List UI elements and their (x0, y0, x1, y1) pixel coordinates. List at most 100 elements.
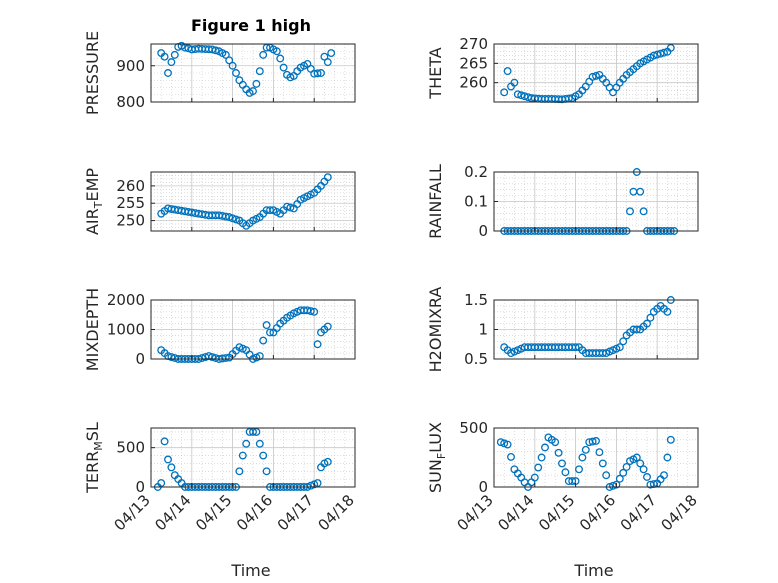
data-point-fill (527, 478, 536, 487)
panel-6: 0.5 1 1.5 H2OMIXRA (426, 287, 699, 373)
data-point (598, 459, 607, 468)
panel-1: 800 900 PRESSURE (83, 31, 356, 115)
data-point (323, 173, 332, 182)
data-point-fill (242, 439, 251, 448)
x-tick-label: 04/16 (233, 491, 276, 534)
axes-box (150, 171, 356, 232)
y-tick-label: 260 (459, 74, 488, 92)
data-point-fill (235, 467, 244, 476)
data-point (588, 72, 597, 81)
x-axis-label-right: Time (573, 561, 613, 580)
data-point (167, 58, 176, 67)
data-point-fill (238, 80, 247, 89)
data-point (666, 43, 675, 52)
data-point-fill (554, 448, 563, 457)
data-point-fill (660, 48, 668, 57)
data-point (510, 78, 519, 87)
panel-5: 0 1000 2000 MIXDEPTH (83, 288, 356, 371)
data-point-fill (615, 474, 624, 483)
data-point (323, 58, 332, 67)
data-point (170, 50, 179, 59)
data-point-fill (306, 307, 315, 316)
y-axis-label: H2OMIXRA (426, 287, 445, 373)
x-tick-label: 04/16 (576, 491, 619, 534)
y-tick-label: 800 (116, 93, 145, 111)
data-point-fill (167, 353, 176, 361)
data-point (249, 87, 257, 96)
data-point (619, 468, 628, 477)
figure-title: Figure 1 high (191, 16, 311, 35)
data-point-fill (211, 46, 220, 55)
data-point (238, 451, 247, 460)
data-point (496, 438, 505, 447)
data-point-fill (313, 69, 322, 78)
y-tick-label: 1.5 (464, 291, 488, 309)
axes-box (493, 43, 699, 103)
data-point (551, 438, 560, 447)
data-point-fill (232, 69, 240, 77)
data-point (313, 340, 322, 349)
data-point-fill (286, 203, 295, 212)
data-point-fill (588, 437, 597, 446)
x-tick-label: 04/15 (192, 491, 235, 534)
data-point-fill (255, 439, 264, 448)
y-tick-label: 1 (478, 321, 488, 339)
data-point-fill (534, 463, 543, 472)
axes-box (150, 43, 356, 103)
data-point (255, 67, 264, 76)
data-point (663, 307, 672, 316)
data-point (164, 455, 172, 464)
data-point-fill (575, 465, 583, 474)
y-axis-label: PRESSURE (83, 31, 102, 115)
data-point (500, 88, 509, 97)
data-point (323, 457, 332, 466)
data-point (228, 61, 237, 70)
data-point-fill (517, 91, 526, 100)
data-point (578, 453, 587, 462)
data-point (276, 54, 285, 63)
data-point (221, 50, 230, 59)
y-tick-label: 0.2 (464, 163, 488, 181)
data-point-fill (561, 468, 570, 477)
x-tick-label: 04/15 (535, 491, 578, 534)
data-point-fill (639, 207, 648, 216)
data-point-fill (571, 343, 580, 352)
data-point-fill (208, 353, 217, 361)
data-point-fill (221, 354, 230, 362)
data-point (530, 473, 539, 482)
y-tick-label: 500 (459, 419, 488, 437)
y-axis-label: TERRMSL (83, 422, 105, 494)
y-tick-label: 0 (478, 222, 488, 240)
data-point (160, 437, 169, 446)
data-point (259, 451, 268, 460)
data-point (310, 307, 319, 316)
data-point (632, 453, 641, 462)
panel-4: 0 0.1 0.2 RAINFALL (426, 163, 699, 240)
y-tick-label: 0 (135, 350, 145, 368)
data-point-fill (663, 453, 672, 462)
data-point-fill (198, 354, 206, 362)
data-point (615, 343, 624, 352)
data-point-fill (595, 448, 604, 457)
x-tick-label: 04/14 (494, 491, 537, 534)
data-point (259, 50, 268, 59)
data-point (537, 453, 546, 462)
y-tick-label: 1000 (107, 321, 145, 339)
data-point (225, 213, 234, 222)
y-axis-label: AIRTEMP (83, 168, 105, 235)
y-tick-label: 270 (459, 35, 488, 53)
data-point-fill (541, 443, 549, 452)
data-point-fill (592, 71, 600, 80)
data-point-fill (259, 336, 268, 345)
y-tick-label: 2000 (107, 291, 145, 309)
data-point (592, 437, 600, 445)
data-point-fill (636, 187, 645, 196)
data-point-fill (626, 207, 634, 216)
x-tick-label: 04/17 (617, 491, 660, 534)
x-tick-label: 04/14 (151, 491, 194, 534)
data-point (643, 319, 651, 328)
x-axis-label-left: Time (230, 561, 270, 580)
data-point (666, 435, 675, 444)
